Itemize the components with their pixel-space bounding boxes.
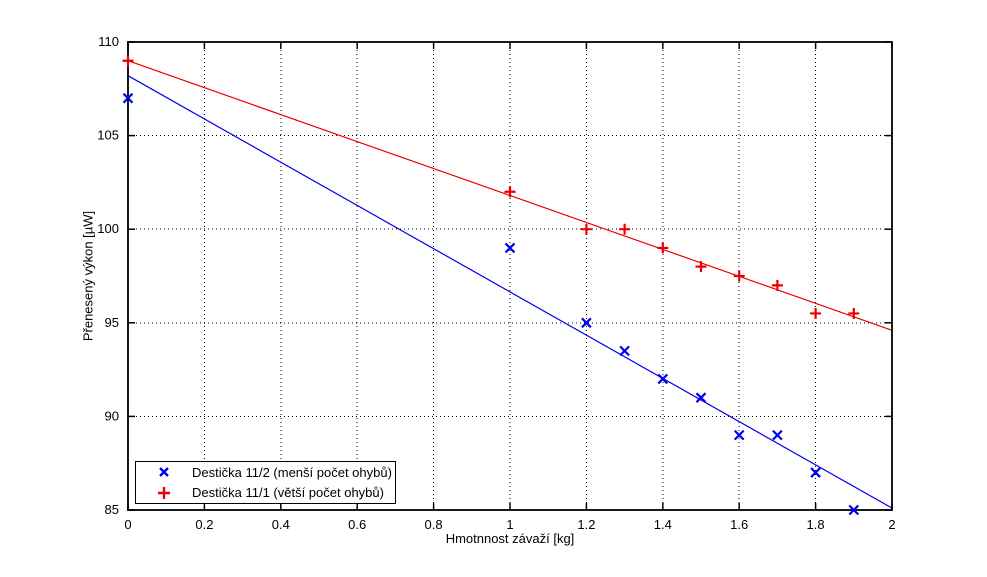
data-point-series-0 [810, 467, 821, 478]
x-tick-label: 1.6 [730, 517, 748, 532]
data-point-series-1 [695, 261, 707, 273]
data-point-series-0 [504, 242, 516, 254]
data-point-series-1 [122, 55, 134, 67]
y-tick-label: 100 [97, 221, 119, 236]
data-point-series-1 [848, 307, 860, 319]
data-point-series-1 [580, 223, 592, 235]
y-tick-label: 95 [105, 315, 119, 330]
x-tick-label: 1.8 [807, 517, 825, 532]
data-point-series-0 [695, 392, 707, 403]
data-point-series-1 [657, 242, 669, 254]
legend-label: Destička 11/1 (větší počet ohybů) [192, 485, 384, 501]
plus-marker-icon [136, 485, 192, 501]
data-point-series-1 [771, 279, 783, 291]
data-point-series-0 [619, 345, 630, 357]
x-tick-label: 2 [888, 517, 895, 532]
x-tick-label: 1.2 [577, 517, 595, 532]
x-tick-label: 0.2 [195, 517, 213, 532]
legend: Destička 11/2 (menší počet ohybů) Destičk… [135, 461, 396, 504]
y-tick-label: 110 [98, 34, 119, 49]
y-tick-label: 105 [97, 128, 119, 143]
x-tick-label: 1.4 [654, 517, 672, 532]
legend-item-1: Destička 11/1 (větší počet ohybů) [136, 483, 395, 503]
data-point-series-1 [619, 223, 631, 235]
data-point-series-0 [772, 429, 783, 441]
axes-box [127, 41, 893, 511]
y-tick-label: 85 [105, 502, 119, 517]
y-axis-label: Přenesený výkon [µW] [80, 210, 96, 342]
data-point-series-0 [581, 317, 592, 329]
x-axis-label: Hmotnnost závaží [kg] [445, 531, 575, 546]
x-tick-label: 0.6 [348, 517, 366, 532]
data-point-series-1 [504, 186, 516, 198]
x-tick-label: 0.4 [272, 517, 290, 532]
fit-line-series-0 [127, 75, 893, 509]
x-marker-icon [136, 464, 192, 480]
data-point-series-0 [122, 92, 134, 104]
y-tick-label: 90 [105, 408, 119, 423]
legend-item-0: Destička 11/2 (menší počet ohybů) [136, 462, 395, 482]
legend-label: Destička 11/2 (menší počet ohybů) [192, 464, 392, 480]
x-tick-label: 1 [506, 517, 513, 532]
data-point-series-1 [733, 270, 745, 282]
data-point-series-0 [848, 504, 860, 516]
data-point-series-0 [657, 373, 669, 385]
x-tick-label: 0.8 [425, 517, 443, 532]
data-point-series-1 [810, 307, 822, 319]
x-tick-label: 0 [124, 517, 131, 532]
data-point-series-0 [733, 429, 745, 441]
